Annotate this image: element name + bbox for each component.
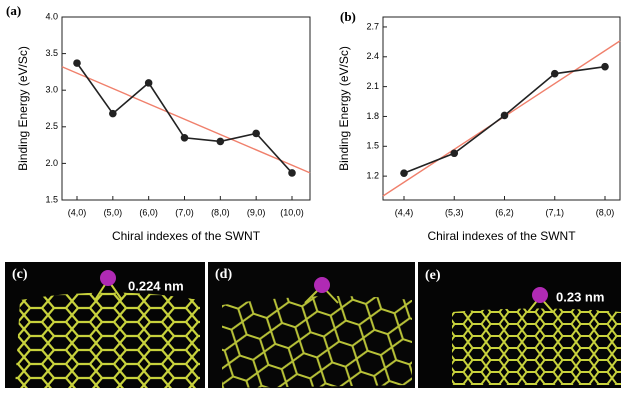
y-tick-label: 3.5 bbox=[45, 48, 58, 58]
data-line bbox=[77, 63, 292, 173]
data-point bbox=[181, 134, 189, 142]
y-tick-label: 1.8 bbox=[366, 111, 379, 121]
plot-frame bbox=[62, 17, 310, 200]
x-tick-label: (6,2) bbox=[495, 207, 514, 217]
x-tick-label: (4,0) bbox=[68, 207, 87, 217]
x-tick-label: (8,0) bbox=[211, 207, 230, 217]
x-tick-label: (7,0) bbox=[175, 207, 194, 217]
y-tick-label: 4.0 bbox=[45, 11, 58, 21]
y-tick-label: 1.5 bbox=[366, 141, 379, 151]
data-point bbox=[109, 110, 117, 118]
panel-label: (b) bbox=[340, 9, 356, 24]
trend-line bbox=[62, 67, 310, 173]
figure: (c) 0.224 nm (d) (e) 0.23 nm (a) 1.5 2.0 2.… bbox=[0, 0, 621, 388]
y-axis-label: Binding Energy (eV/Sc) bbox=[337, 46, 351, 171]
data-point bbox=[551, 70, 559, 78]
x-axis-label: Chiral indexes of the SWNT bbox=[427, 229, 576, 243]
x-tick-label: (10,0) bbox=[280, 207, 304, 217]
panel-label: (d) bbox=[215, 267, 232, 282]
x-tick-label: (5,0) bbox=[104, 207, 123, 217]
x-tick-label: (4,4) bbox=[395, 207, 414, 217]
y-tick-label: 2.7 bbox=[366, 21, 379, 31]
annotation: 0.23 nm bbox=[556, 289, 604, 304]
data-point bbox=[450, 149, 458, 157]
image-e bbox=[418, 262, 621, 388]
data-point bbox=[288, 169, 296, 177]
image-d bbox=[208, 262, 415, 388]
data-point bbox=[400, 169, 408, 177]
page: (c) 0.224 nm (d) (e) 0.23 nm (a) 1.5 2.0 2.… bbox=[0, 0, 621, 388]
y-tick-label: 1.5 bbox=[45, 194, 58, 204]
x-tick-label: (5,3) bbox=[445, 207, 464, 217]
y-axis-label: Binding Energy (eV/Sc) bbox=[16, 46, 30, 171]
x-axis-label: Chiral indexes of the SWNT bbox=[112, 229, 261, 243]
y-tick-label: 2.5 bbox=[45, 121, 58, 131]
panel-label: (a) bbox=[6, 3, 21, 18]
y-tick-label: 2.4 bbox=[366, 51, 379, 61]
panel-label: (c) bbox=[12, 267, 28, 282]
y-tick-label: 2.0 bbox=[45, 158, 58, 168]
y-tick-label: 3.0 bbox=[45, 85, 58, 95]
data-point bbox=[501, 112, 509, 120]
x-tick-label: (6,0) bbox=[139, 207, 158, 217]
annotation: 0.224 nm bbox=[128, 278, 184, 293]
data-line bbox=[404, 67, 605, 173]
x-tick-label: (9,0) bbox=[247, 207, 266, 217]
data-point bbox=[73, 59, 81, 67]
data-point bbox=[145, 79, 153, 87]
x-tick-label: (7,1) bbox=[545, 207, 564, 217]
data-point bbox=[601, 63, 609, 71]
x-tick-label: (8,0) bbox=[596, 207, 615, 217]
data-point bbox=[252, 130, 260, 138]
y-tick-label: 2.1 bbox=[366, 81, 379, 91]
data-point bbox=[217, 138, 225, 146]
y-tick-label: 1.2 bbox=[366, 171, 379, 181]
panel-label: (e) bbox=[425, 268, 441, 283]
